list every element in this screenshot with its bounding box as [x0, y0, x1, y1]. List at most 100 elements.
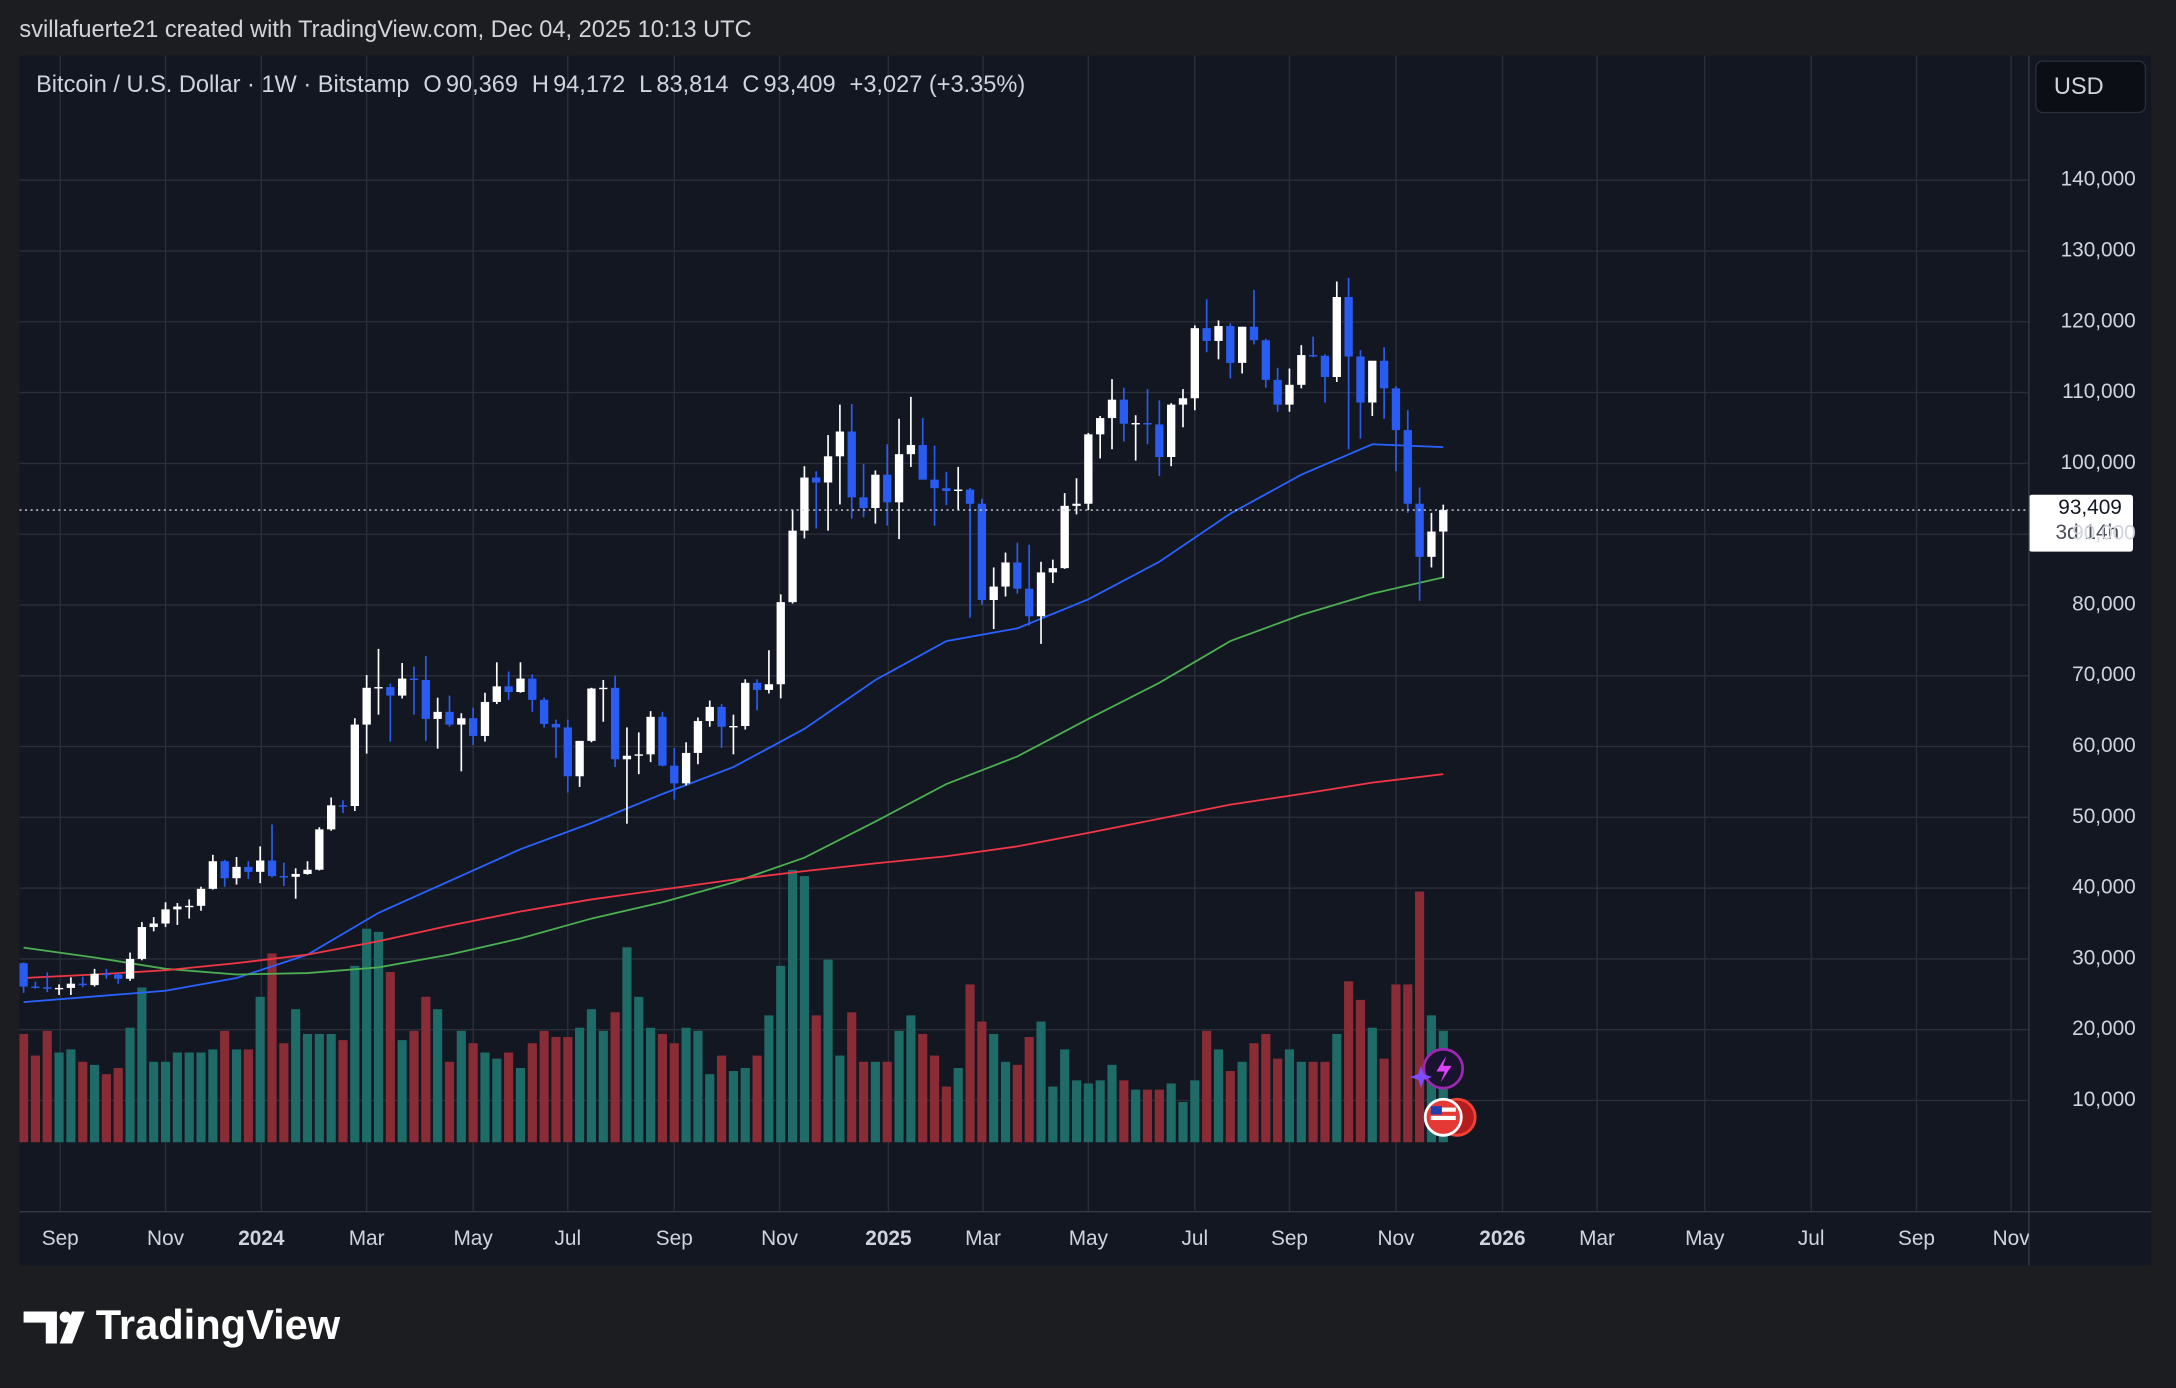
ohlc-value: 90,369	[446, 71, 518, 97]
x-tick-label: Jul	[1798, 1227, 1825, 1250]
volume-bar	[149, 1061, 159, 1143]
y-tick-label: 10,000	[2072, 1088, 2136, 1111]
volume-bar	[799, 876, 809, 1143]
candle-body	[1048, 568, 1058, 573]
x-tick-label: Mar	[965, 1227, 1001, 1250]
volume-bar	[1048, 1086, 1058, 1143]
currency-label[interactable]: USD	[2054, 73, 2104, 99]
y-tick-label: 20,000	[2072, 1017, 2136, 1040]
volume-bar	[1249, 1043, 1259, 1143]
candle-body	[1237, 326, 1247, 363]
candle-body	[397, 678, 407, 696]
volume-bar	[1000, 1061, 1011, 1143]
candle-body	[989, 586, 998, 601]
x-tick-labels: Sep Nov 2024 Mar May Jul Sep Nov 2025 Mar May Jul Se…	[42, 1227, 2029, 1250]
currency-button[interactable]: USD	[2035, 60, 2147, 114]
candle-body	[315, 829, 324, 870]
candle-body	[445, 711, 454, 725]
volume-bar	[1225, 1071, 1235, 1143]
volume-bar	[717, 1055, 727, 1143]
candle-body	[90, 973, 99, 986]
volume-bar	[1415, 891, 1425, 1143]
x-tick-label: Jul	[554, 1227, 581, 1250]
x-tick-label: May	[1069, 1227, 1109, 1250]
volume-bar	[1107, 1064, 1117, 1143]
volume-bar	[1261, 1033, 1271, 1143]
volume-bar	[929, 1055, 940, 1143]
candle-body	[764, 684, 774, 690]
candle-body	[1036, 572, 1046, 617]
candle-body	[528, 678, 537, 700]
candle-body	[468, 718, 478, 736]
candle-body	[741, 682, 750, 727]
volume-bar	[705, 1074, 715, 1143]
volume-bar	[953, 1067, 963, 1143]
volume-bar	[78, 1061, 88, 1143]
currency-box[interactable]	[2035, 60, 2147, 114]
logo-mark	[59, 1311, 71, 1323]
candle-body	[1001, 562, 1010, 587]
volume-bar	[243, 1049, 253, 1143]
x-tick-label: Mar	[349, 1227, 385, 1250]
volume-bar	[941, 1086, 951, 1143]
volume-bar	[172, 1052, 182, 1143]
volume-bar	[1154, 1089, 1164, 1143]
candle-body	[1096, 418, 1105, 435]
volume-bar	[30, 1055, 40, 1143]
volume-bar	[89, 1064, 100, 1143]
volume-bar	[456, 1030, 466, 1143]
change: +3,027 (+3.35%)	[850, 71, 1026, 97]
candle-body	[232, 866, 241, 879]
volume-bar	[137, 987, 147, 1143]
candle-body	[847, 431, 856, 498]
x-tick-label: Sep	[1271, 1227, 1308, 1250]
candle-body	[717, 706, 726, 727]
volume-bar	[1060, 1049, 1070, 1143]
candle-body	[19, 963, 28, 987]
y-tick-label: 90,000	[2072, 522, 2136, 545]
candle-body	[220, 861, 229, 879]
candle-body	[1084, 434, 1093, 504]
candle-body	[942, 488, 951, 491]
candle-body	[539, 699, 549, 724]
candle-body	[267, 860, 277, 877]
volume-bar	[113, 1067, 123, 1143]
volume-bar	[1391, 984, 1401, 1143]
legend: Bitcoin / U.S. Dollar · 1W · Bitstamp O 90…	[36, 71, 1025, 97]
x-tick-label: Nov	[761, 1227, 799, 1250]
moving-average	[23, 773, 1444, 979]
volume-bar	[421, 996, 431, 1143]
candle-body	[1379, 360, 1389, 389]
volume-bar	[598, 1030, 608, 1143]
ohlc-value: 83,814	[656, 71, 728, 97]
candle-body	[1332, 297, 1341, 378]
candle-body	[776, 602, 785, 685]
candle-body	[894, 454, 904, 503]
candle-body	[125, 958, 135, 979]
volume-bar	[291, 1009, 301, 1143]
volume-bar	[728, 1071, 738, 1143]
event-icon-bolt	[1436, 1056, 1452, 1083]
volume-bar	[1190, 1080, 1200, 1143]
volume-bar	[1355, 999, 1366, 1143]
volume-bar	[527, 1043, 537, 1143]
candle-body	[1368, 360, 1377, 403]
volume-bar	[373, 931, 384, 1143]
candle-body	[54, 987, 64, 990]
y-tick-label: 80,000	[2072, 592, 2136, 615]
candle-body	[31, 986, 40, 988]
volume-bar	[776, 965, 786, 1143]
volume-bar	[1012, 1064, 1022, 1143]
candle-body	[1214, 326, 1223, 341]
volume	[19, 869, 1448, 1143]
x-tick-label: Nov	[1377, 1227, 1415, 1250]
volume-bar	[160, 1061, 171, 1143]
volume-bar	[66, 1049, 76, 1143]
moving-average	[23, 576, 1444, 976]
candle-body	[1013, 562, 1022, 589]
volume-bar	[350, 965, 360, 1143]
volume-bar	[314, 1033, 324, 1143]
y-tick-label: 140,000	[2061, 168, 2136, 191]
candle-body	[1261, 340, 1270, 380]
candles	[19, 277, 1448, 996]
